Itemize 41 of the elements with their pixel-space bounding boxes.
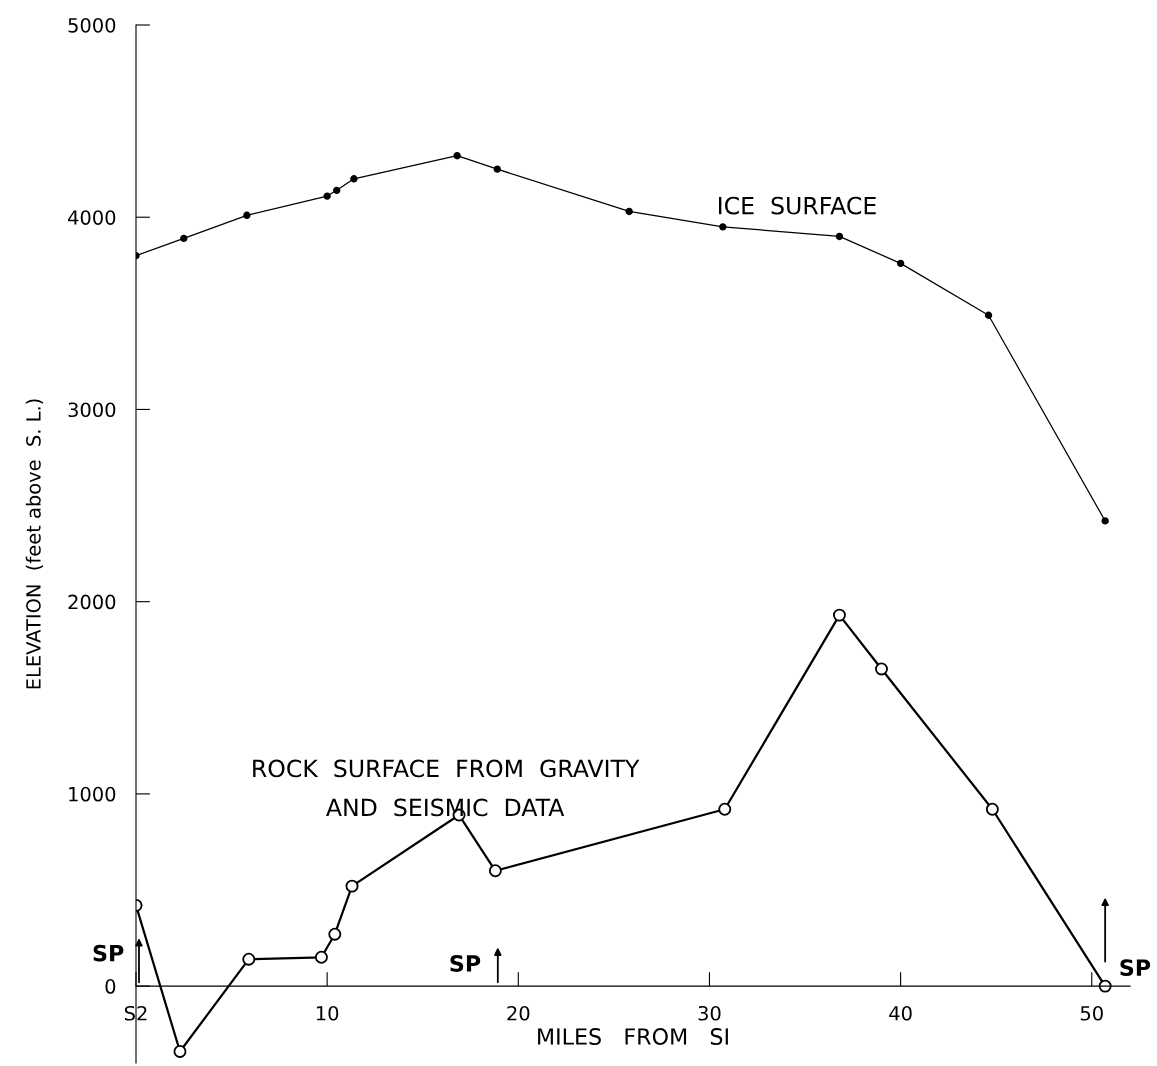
- point: [180, 234, 188, 243]
- x-tick-label: 20: [507, 1005, 530, 1021]
- point: [493, 165, 501, 173]
- point: [896, 259, 905, 268]
- y-tick-label: 2000: [68, 594, 116, 610]
- text: SP: [93, 944, 124, 962]
- y-tick-label: 0: [105, 979, 116, 994]
- point: [488, 864, 502, 878]
- point: [328, 927, 342, 941]
- point: [1101, 517, 1109, 525]
- x-tick-label: 30: [698, 1005, 721, 1021]
- point: [323, 192, 331, 200]
- point: [832, 608, 846, 622]
- point: [314, 950, 328, 964]
- annotation: SP: [450, 955, 481, 972]
- x-tick-label: 50: [1080, 1005, 1103, 1021]
- point: [243, 211, 251, 219]
- point: [984, 311, 993, 319]
- x-tick-label: 10: [316, 1005, 339, 1021]
- y-tick-label: 4000: [68, 210, 116, 225]
- point: [719, 223, 727, 231]
- y-axis-title: ELEVATION (feet above S. L.): [25, 399, 44, 689]
- point: [875, 662, 888, 676]
- point: [345, 879, 359, 893]
- y-tick-label: 3000: [68, 402, 116, 418]
- series-label: ROCK SURFACE FROM GRAVITY AND SEISMIC DATA: [253, 759, 640, 817]
- point: [173, 1045, 187, 1058]
- y-tick-label: 5000: [68, 17, 116, 33]
- point: [333, 186, 341, 194]
- point: [718, 802, 732, 816]
- series-label: ICE SURFACE: [719, 196, 876, 215]
- point: [625, 207, 633, 216]
- x-tick-label: 40: [889, 1005, 912, 1021]
- point: [242, 952, 256, 966]
- point: [985, 802, 999, 816]
- annotation: SP: [1120, 959, 1151, 977]
- point: [453, 152, 461, 160]
- point: [835, 232, 844, 241]
- y-tick-label: 1000: [69, 786, 116, 802]
- x-axis-title: MILES FROM SI: [538, 1028, 728, 1045]
- point: [350, 175, 358, 183]
